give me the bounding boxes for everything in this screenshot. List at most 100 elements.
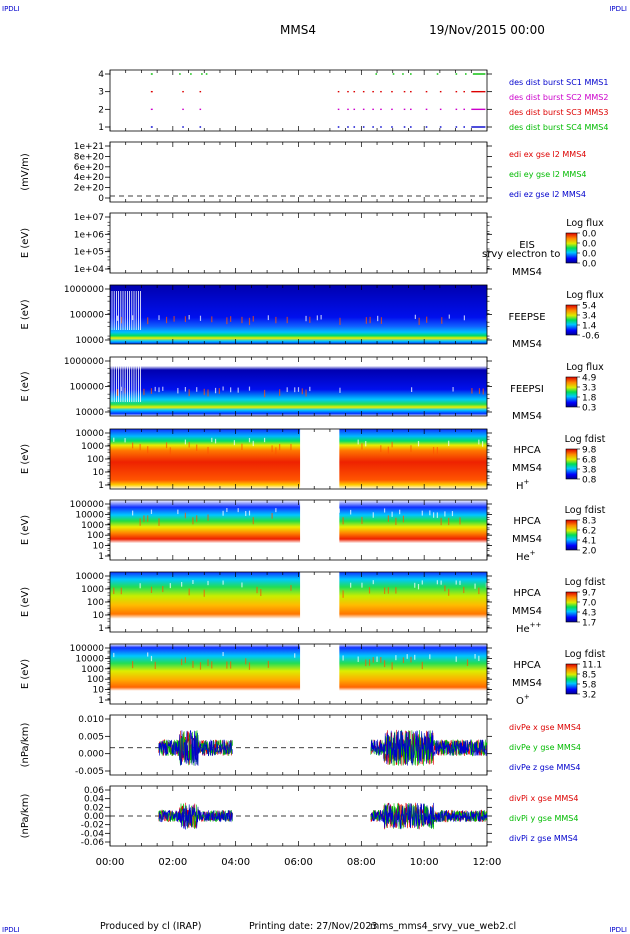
colorbar-tick-label: 9.7 [582,589,596,599]
y-tick-label: 4e+20 [74,173,105,183]
y-axis-label: (mV/m) [20,153,31,191]
colorbar-tick-label: 1.7 [582,619,596,629]
y-tick-label: 1000 [81,585,104,595]
y-tick-label: -0.005 [75,767,104,777]
colorbar-title: Log flux [566,362,604,373]
y-tick-label: 1e+07 [74,213,104,223]
instrument-label: HPCA [513,588,541,599]
y-axis-label: (nPa/km) [20,794,31,839]
species-superscript: ++ [530,621,542,629]
colorbar [565,591,578,623]
extra-label: srvy electron to [482,249,560,260]
spectrogram-block [110,500,301,560]
species-label: He++ [516,621,542,635]
colorbar-tick-label: 0.8 [582,476,597,486]
y-tick-label: -0.04 [81,829,105,839]
time-tick-label: 02:00 [158,857,187,868]
spectrogram-block [339,572,487,632]
colorbar-tick-label: 4.1 [582,537,596,547]
colorbar-tick-label: 0.0 [582,250,597,260]
panel-frame [109,212,488,274]
instrument-label: HPCA [513,660,541,671]
y-tick-label: 1 [98,624,104,634]
colorbar-tick-label: 6.8 [582,456,597,466]
y-tick-label: 100 [87,455,104,465]
colorbar-tick-label: 6.2 [582,527,596,537]
y-axis-label: (nPa/km) [20,723,31,768]
y-tick-label: 10 [93,542,105,552]
y-tick-label: 1000 [81,665,104,675]
series-line-z [370,730,488,766]
colorbar-title: Log fdist [565,505,606,516]
panel-frame [109,69,488,132]
y-tick-label: 10000 [75,572,104,582]
spacecraft-label: MMS4 [512,678,542,689]
y-tick-label: 100 [87,598,104,608]
spacecraft-label: MMS4 [512,267,542,278]
panel-frame [109,141,488,203]
series-legend-label: edi ey gse l2 MMS4 [509,170,587,179]
y-tick-label: 1e+21 [74,142,104,152]
y-tick-label: 10 [93,611,105,621]
colorbar-tick-label: 4.3 [582,609,596,619]
colorbar-tick-label: 4.9 [582,374,597,384]
colorbar [565,663,578,695]
spacecraft-label: MMS4 [512,411,542,422]
y-tick-label: 0 [98,194,104,204]
time-tick-label: 08:00 [347,857,376,868]
instrument-label: HPCA [513,516,541,527]
y-tick-label: 10000 [75,429,104,439]
spacecraft-title: MMS4 [280,23,316,37]
y-tick-label: 100000 [70,311,105,321]
panel-feepsi: 1000000 100000 10000 E (eV) FEEPSI MMS4 Log fl… [20,356,604,422]
date-title: 19/Nov/2015 00:00 [429,23,545,37]
series-legend-label: divPi z gse MMS4 [509,834,578,843]
y-tick-label: 4 [98,70,104,80]
corner-label-bottom-left: IPDLI [2,926,20,934]
colorbar-tick-label: 2.0 [582,547,597,557]
colorbar [565,304,578,336]
spacecraft-label: MMS4 [512,606,542,617]
spectrogram-block [110,285,487,344]
y-tick-label: 1000000 [64,357,104,367]
panel-eis: 1e+07 1e+06 1e+05 1e+04 E (eV) EIS MMS4 srvy el… [20,212,604,278]
series-legend-label: edi ez gse l2 MMS4 [509,190,586,199]
y-axis-label: E (eV) [20,515,31,545]
spectrogram-block [110,572,301,632]
corner-label-bottom-right: IPDLI [609,926,627,934]
time-tick-label: 00:00 [96,857,125,868]
colorbar-title: Log fdist [565,577,606,588]
y-tick-label: 8e+20 [74,152,105,162]
colorbar-title: Log flux [566,290,604,301]
panel-hpca-h: 10000 1000 100 10 1 E (eV) HPCA MMS4 H+ Log fdist… [20,428,606,492]
spacecraft-label: MMS4 [512,463,542,474]
series-legend-label: divPe x gse MMS4 [509,723,581,732]
footer-filename: mms_mms4_srvy_vue_web2.cl [370,921,516,932]
colorbar-tick-label: 3.3 [582,384,596,394]
spectrogram-block [110,429,301,489]
y-tick-label: 1 [98,123,104,133]
y-tick-label: 0.010 [78,715,104,725]
y-tick-label: 1e+06 [74,230,105,240]
series-legend-label: divPi x gse MMS4 [509,794,578,803]
y-axis-label: E (eV) [20,587,31,617]
panels-layer: 4 3 2 1 des dist burst SC1 MMS1 des dist burs… [20,69,608,848]
colorbar-tick-label: 0.3 [582,404,596,414]
colorbar-tick-label: 1.4 [582,322,597,332]
instrument-label: EIS [519,240,535,251]
spacecraft-label: MMS4 [512,534,542,545]
y-tick-label: 1 [98,481,104,491]
colorbar-tick-label: 7.0 [582,599,597,609]
panel-hpca-hepp: 10000 1000 100 10 1 E (eV) HPCA MMS4 He++ Log fdi… [20,571,606,635]
y-tick-label: 10000 [75,510,104,520]
instrument-label: FEEPSI [510,384,544,395]
y-axis-label: E (eV) [20,228,31,258]
colorbar-tick-label: 3.4 [582,312,597,322]
species-superscript: + [524,693,530,701]
colorbar-tick-label: 11.1 [582,661,602,671]
y-tick-label: 1000 [81,442,104,452]
y-tick-label: 1e+05 [74,248,104,258]
